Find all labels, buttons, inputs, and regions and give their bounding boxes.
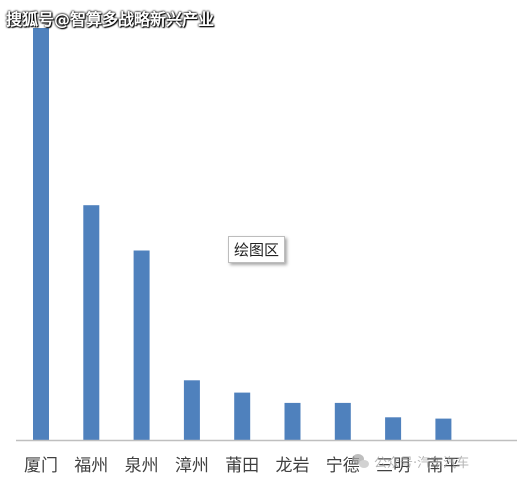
x-tick-label-2: 泉州 (125, 456, 159, 476)
bar-0 (33, 28, 49, 440)
x-tick-label-3: 漳州 (175, 456, 209, 476)
bar-group (33, 28, 452, 440)
plot-area-tooltip: 绘图区 (228, 236, 286, 263)
bar-7 (385, 417, 402, 440)
bar-1 (83, 205, 100, 440)
bar-2 (133, 250, 150, 440)
bar-8 (435, 418, 452, 440)
account-watermark: 公众号·汽车汽车 (352, 452, 469, 471)
x-tick-label-7: 三明 (376, 456, 410, 476)
wechat-icon (352, 454, 370, 469)
x-tick-label-1: 福州 (74, 456, 108, 476)
bar-6 (334, 402, 351, 440)
source-watermark: 搜狐号@智算多战略新兴产业 (6, 10, 215, 29)
x-tick-label-8: 南平 (426, 456, 460, 476)
bar-3 (183, 380, 200, 440)
account-watermark-text: 公众号·汽车汽车 (374, 456, 470, 471)
x-tick-label-5: 龙岩 (276, 456, 310, 476)
x-tick-label-6: 宁德 (326, 456, 360, 476)
bar-5 (284, 402, 301, 440)
bar-4 (234, 392, 251, 440)
x-tick-label-4: 莆田 (225, 456, 259, 476)
x-tick-label-0: 厦门 (24, 456, 58, 476)
x-axis-labels: 厦门 福州 泉州 漳州 莆田 龙岩 宁德 三明 南平 (24, 456, 460, 476)
